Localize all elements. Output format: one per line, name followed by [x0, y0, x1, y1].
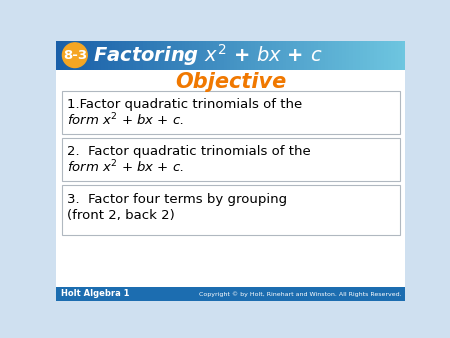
Text: Holt Algebra 1: Holt Algebra 1 — [61, 289, 130, 298]
FancyBboxPatch shape — [62, 185, 400, 235]
Text: Copyright © by Holt, Rinehart and Winston. All Rights Reserved.: Copyright © by Holt, Rinehart and Winsto… — [199, 291, 402, 297]
Text: 3.  Factor four terms by grouping: 3. Factor four terms by grouping — [67, 193, 287, 207]
Text: 2.  Factor quadratic trinomials of the: 2. Factor quadratic trinomials of the — [67, 145, 311, 158]
Text: Factoring $x^2$ + $bx$ + $c$: Factoring $x^2$ + $bx$ + $c$ — [94, 42, 323, 68]
Text: Objective: Objective — [175, 72, 286, 92]
Bar — [56, 287, 405, 301]
Text: 8-3: 8-3 — [63, 49, 87, 62]
Text: form $x^2$ + $bx$ + $c$.: form $x^2$ + $bx$ + $c$. — [67, 159, 184, 175]
Bar — [56, 70, 405, 287]
Text: (front 2, back 2): (front 2, back 2) — [67, 209, 175, 222]
FancyBboxPatch shape — [62, 138, 400, 181]
Text: form $x^2$ + $bx$ + $c$.: form $x^2$ + $bx$ + $c$. — [67, 112, 184, 128]
Circle shape — [63, 43, 87, 68]
Text: 1.Factor quadratic trinomials of the: 1.Factor quadratic trinomials of the — [67, 98, 302, 111]
FancyBboxPatch shape — [62, 91, 400, 134]
